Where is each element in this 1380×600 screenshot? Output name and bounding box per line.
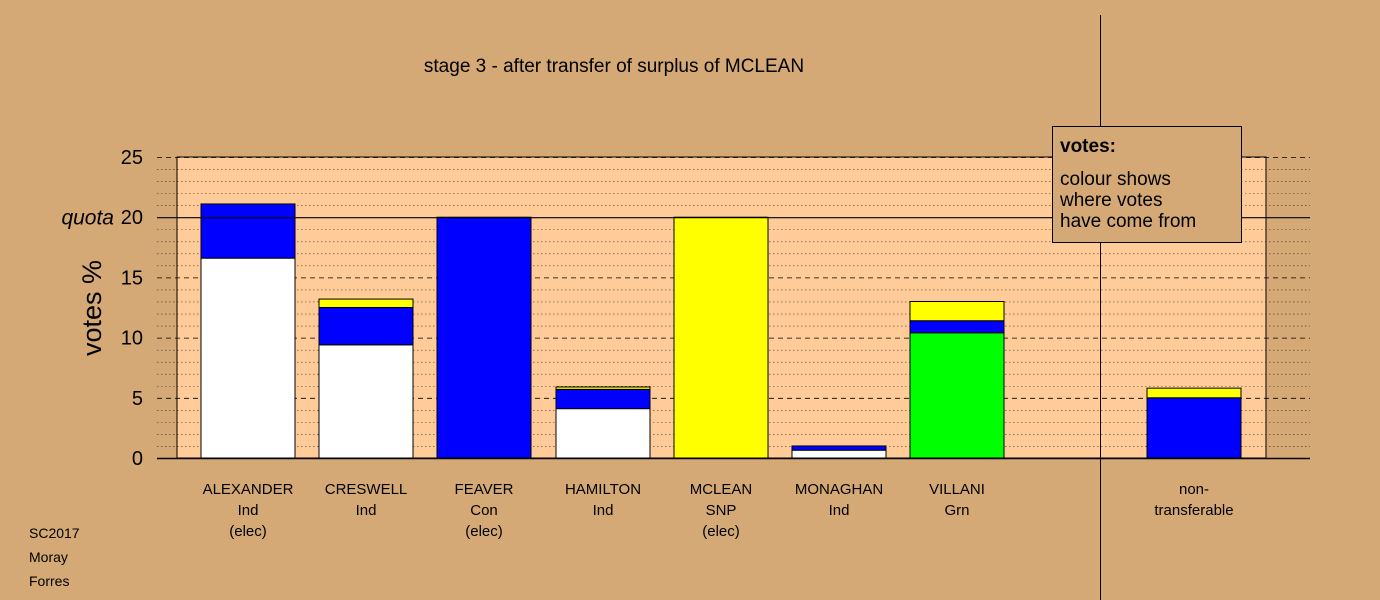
bar-segment bbox=[673, 216, 769, 459]
x-labels: ALEXANDER Ind (elec) CRESWELL Ind FEAVER Con (e… bbox=[203, 481, 1234, 540]
bar-segment bbox=[909, 320, 1005, 334]
y-tick-label: 0 bbox=[132, 448, 143, 470]
y-tick-label: 5 bbox=[132, 388, 143, 410]
x-tick-label: Ind bbox=[356, 502, 377, 519]
legend-text: colour shows bbox=[1060, 169, 1171, 190]
legend-heading: votes: bbox=[1060, 136, 1116, 157]
x-tick-label: transferable bbox=[1154, 502, 1233, 519]
quota-label: quota bbox=[61, 207, 114, 230]
bar-segment bbox=[555, 388, 651, 410]
chart-title: stage 3 - after transfer of surplus of M… bbox=[424, 56, 804, 77]
bar-segment bbox=[318, 344, 414, 459]
footer: SC2017 Moray Forres bbox=[29, 521, 80, 593]
bar-segment bbox=[791, 449, 887, 459]
bar-segment bbox=[1146, 387, 1242, 399]
x-tick-label: (elec) bbox=[229, 523, 267, 540]
x-tick-label: FEAVER bbox=[455, 481, 514, 498]
x-tick-label: HAMILTON bbox=[565, 481, 641, 498]
y-ticks: 0 5 10 15 25 20 bbox=[121, 147, 143, 470]
y-tick-label: 20 bbox=[121, 207, 143, 229]
x-tick-label: VILLANI bbox=[929, 481, 985, 498]
y-axis-label: votes % bbox=[77, 260, 107, 356]
x-tick-label: Ind bbox=[593, 502, 614, 519]
legend-text: have come from bbox=[1060, 211, 1196, 232]
x-tick-label: (elec) bbox=[465, 523, 503, 540]
legend-text: where votes bbox=[1059, 190, 1162, 211]
footer-ward: Forres bbox=[29, 573, 70, 589]
x-tick-label: (elec) bbox=[702, 523, 740, 540]
bar-segment bbox=[1146, 397, 1242, 459]
x-tick-label: Con bbox=[470, 502, 498, 519]
y-tick-label: 10 bbox=[121, 328, 143, 350]
bar-segment bbox=[909, 332, 1005, 459]
bar-segment bbox=[318, 298, 414, 308]
footer-council: Moray bbox=[29, 549, 68, 565]
bar-segment bbox=[555, 408, 651, 459]
bar-segment bbox=[909, 300, 1005, 322]
bar-segment bbox=[318, 307, 414, 346]
x-tick-label: Ind bbox=[238, 502, 259, 519]
x-tick-label: non- bbox=[1179, 481, 1209, 498]
x-tick-label: ALEXANDER bbox=[203, 481, 294, 498]
bar-segment bbox=[436, 216, 532, 459]
bar-segment bbox=[791, 445, 887, 451]
bar-segment bbox=[200, 257, 296, 459]
x-tick-label: CRESWELL bbox=[325, 481, 408, 498]
x-tick-label: MCLEAN bbox=[690, 481, 753, 498]
x-tick-label: Grn bbox=[944, 502, 969, 519]
y-tick-label: 25 bbox=[121, 147, 143, 169]
y-tick-label: 15 bbox=[121, 267, 143, 289]
bar-segment bbox=[555, 386, 651, 390]
legend-box bbox=[1052, 126, 1242, 243]
footer-year: SC2017 bbox=[29, 525, 80, 541]
x-tick-label: Ind bbox=[829, 502, 850, 519]
bars bbox=[200, 203, 1242, 459]
x-tick-label: SNP bbox=[706, 502, 737, 519]
bar-segment bbox=[200, 203, 296, 259]
x-tick-label: MONAGHAN bbox=[795, 481, 883, 498]
